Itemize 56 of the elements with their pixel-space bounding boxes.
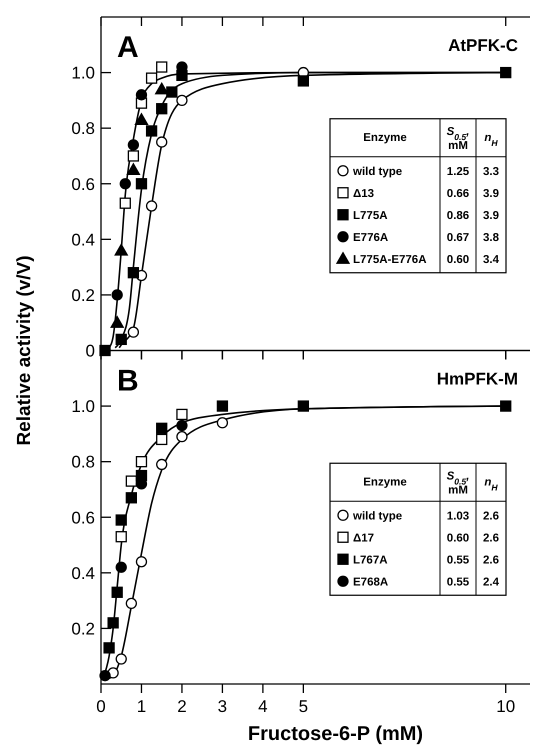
- legend-label: wild type: [352, 166, 402, 178]
- annotation: 0.86: [446, 210, 470, 222]
- annotation: 3.9: [483, 188, 499, 200]
- legend-label: L775A: [353, 210, 388, 222]
- annotation: S$_{0.5}$, mM: [446, 470, 470, 496]
- annotation: 2.6: [483, 532, 499, 544]
- annotation: 0.60: [446, 532, 470, 544]
- y-axis-title: Relative activity (v/V): [14, 255, 35, 446]
- y-tick-label: 1.0: [71, 64, 95, 83]
- annotation: 0.60: [446, 254, 470, 266]
- x-tick-label: 5: [298, 697, 308, 716]
- y-tick-label: 0.6: [71, 508, 95, 528]
- legend-label: L775A-E776A: [353, 254, 427, 266]
- text: HmPFK-M: [436, 370, 518, 388]
- annotation: n$_{H}$: [484, 132, 498, 148]
- annotation: 3.9: [483, 210, 499, 222]
- y-tick-label: 1.0: [71, 397, 95, 416]
- annotation: 0.67: [446, 232, 470, 244]
- annotation: Enzyme: [363, 476, 407, 488]
- annotation: 1.25: [446, 166, 470, 178]
- y-tick-label: 0.4: [71, 564, 95, 583]
- x-tick-label: 2: [177, 697, 187, 716]
- annotation: n$_{H}$: [484, 476, 498, 492]
- annotation: 0.55: [446, 576, 470, 588]
- x-tick-label: 4: [258, 697, 268, 716]
- annotation: 3.8: [483, 232, 500, 244]
- y-tick-label: 0.8: [71, 119, 95, 138]
- annotation: 2.4: [483, 576, 500, 588]
- legend-label: L767A: [353, 554, 388, 566]
- x-tick-label: 3: [218, 697, 228, 716]
- x-tick-label: 1: [136, 697, 146, 716]
- legend-label: Δ17: [353, 532, 374, 544]
- legend-label: E768A: [353, 576, 388, 588]
- annotation: 2.6: [483, 510, 499, 522]
- annotation: 0.66: [446, 188, 470, 200]
- text: AtPFK-C: [448, 36, 518, 55]
- annotation: 1.03: [446, 510, 470, 522]
- text: A: [117, 31, 139, 64]
- annotation: S$_{0.5}$, mM: [446, 126, 470, 152]
- y-tick-label: 0.6: [71, 174, 95, 194]
- y-tick-label: 0.8: [71, 452, 95, 472]
- annotation: Enzyme: [363, 132, 407, 144]
- text: B: [117, 364, 139, 398]
- legend-label: wild type: [352, 510, 402, 522]
- x-axis-title: Fructose-6-P (mM): [248, 723, 424, 745]
- y-tick-label: 0.2: [71, 619, 95, 638]
- legend-label: E776A: [353, 232, 388, 244]
- annotation: 3.3: [483, 166, 499, 178]
- annotation: 3.4: [483, 254, 500, 266]
- legend-label: Δ13: [353, 188, 374, 200]
- annotation: 0.55: [446, 554, 470, 566]
- x-tick-label: 10: [496, 697, 516, 716]
- annotation: 2.6: [483, 554, 499, 566]
- y-tick-label: 0: [86, 342, 95, 360]
- y-tick-label: 0.2: [71, 286, 95, 305]
- y-tick-label: 0.4: [71, 230, 95, 250]
